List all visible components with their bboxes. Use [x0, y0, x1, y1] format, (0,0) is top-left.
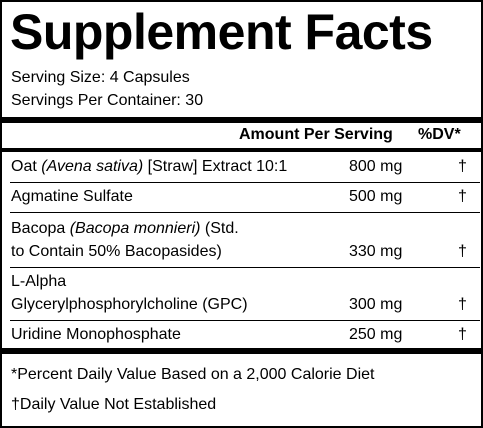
dv-header: %DV* — [418, 126, 461, 143]
ingredient-amount: 500 mg — [349, 188, 403, 205]
thick-divider-header — [2, 148, 481, 152]
servings-per-container: Servings Per Container: 30 — [11, 92, 204, 109]
ingredient-name-line2: Glycerylphosphorylcholine (GPC) — [11, 296, 248, 313]
ingredient-amount: 250 mg — [349, 326, 403, 343]
ingredient-name: Bacopa (Bacopa monnieri) (Std. — [11, 220, 239, 237]
ingredient-name: Oat (Avena sativa) [Straw] Extract 10:1 — [11, 158, 288, 175]
footnote-not-established: †Daily Value Not Established — [11, 396, 217, 413]
thick-divider-bottom — [2, 348, 481, 354]
row-divider — [10, 182, 480, 183]
ingredient-amount: 800 mg — [349, 158, 403, 175]
ingredient-name: L-Alpha — [11, 273, 67, 290]
ingredient-dv: † — [458, 243, 467, 260]
ingredient-amount: 300 mg — [349, 296, 403, 313]
ingredient-dv: † — [458, 326, 467, 343]
serving-size: Serving Size: 4 Capsules — [11, 69, 190, 86]
ingredient-dv: † — [458, 296, 467, 313]
row-divider — [10, 212, 480, 213]
ingredient-dv: † — [458, 188, 467, 205]
footnote-daily-value: *Percent Daily Value Based on a 2,000 Ca… — [11, 366, 375, 383]
serving-info: Serving Size: 4 Capsules Servings Per Co… — [11, 66, 203, 112]
ingredient-name: Uridine Monophosphate — [11, 326, 181, 343]
ingredient-name-line2: to Contain 50% Bacopasides) — [11, 243, 222, 260]
row-divider — [10, 267, 480, 268]
thick-divider-top — [2, 117, 481, 123]
ingredient-name: Agmatine Sulfate — [11, 188, 133, 205]
panel-title: Supplement Facts — [10, 4, 433, 60]
ingredient-dv: † — [458, 158, 467, 175]
row-divider — [10, 320, 480, 321]
ingredient-amount: 330 mg — [349, 243, 403, 260]
amount-per-serving-header: Amount Per Serving — [239, 126, 393, 143]
